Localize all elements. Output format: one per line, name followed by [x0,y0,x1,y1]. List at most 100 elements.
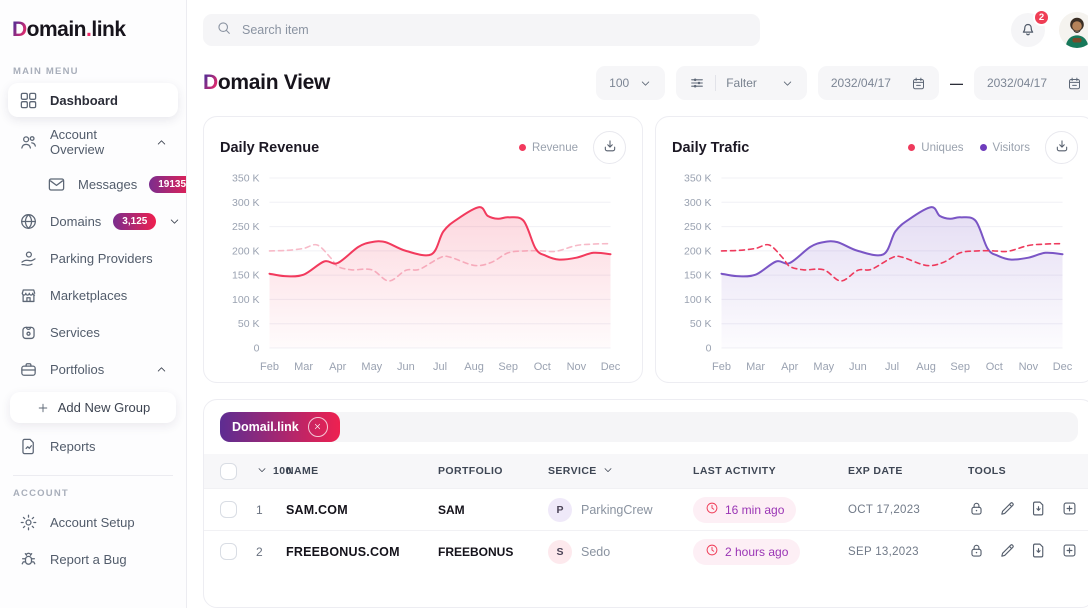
column-header-portfolio: PORTFOLIO [438,465,548,477]
select-all-checkbox[interactable] [220,462,237,480]
svg-text:150 K: 150 K [684,270,711,282]
bug-icon [18,549,38,569]
date-to-value: 2032/04/17 [986,76,1047,90]
tools-cell [968,500,1078,520]
chevron-down-icon [781,77,794,90]
chevron-down-icon [639,77,652,90]
chevron-down-icon [256,464,268,479]
svg-text:Oct: Oct [534,361,551,373]
lock-icon [968,500,985,520]
title-text: omain View [217,71,331,94]
svg-text:200 K: 200 K [684,245,711,257]
row-number: 1 [256,502,263,517]
pencil-button[interactable] [999,500,1016,520]
sidebar-item-messages[interactable]: Messages 19135 [36,167,186,201]
file-download-button[interactable] [1030,542,1047,562]
notifications-button[interactable]: 2 [1011,9,1050,47]
svg-text:200 K: 200 K [232,245,259,257]
lock-icon [968,542,985,562]
table-header: 100 NAME PORTFOLIO SERVICE LAST ACTIVITY EXP … [204,454,1088,488]
date-from-input[interactable]: 2032/04/17 [817,66,939,100]
sidebar-item-account-overview[interactable]: Account Overview [8,120,178,164]
chevron-up-icon [155,136,168,149]
column-label: LAST ACTIVITY [693,465,776,477]
search-box[interactable] [203,14,760,46]
daily-traffic-card: Daily Trafic Uniques Visitors 350 K 300 K 2… [655,116,1088,383]
portfolio-name: SAM [438,502,465,517]
table-row[interactable]: 1 SAM.COM SAM P ParkingCrew 16 min ago OCT 17,… [204,488,1088,530]
activity-badge: 16 min ago [693,496,797,523]
download-button[interactable] [593,131,626,164]
table-row[interactable]: 2 FREEBONUS.COM FREEBONUS S Sedo 2 hours ago S… [204,530,1088,572]
sidebar-item-label: Reports [50,438,96,454]
square-plus-button[interactable] [1061,500,1078,520]
date-to-input[interactable]: 2032/04/17 [973,66,1088,100]
sidebar-item-label: Report a Bug [50,551,127,567]
svg-text:300 K: 300 K [684,197,711,209]
svg-text:Dec: Dec [601,361,621,373]
sidebar-item-domains[interactable]: Domains 3,125 [8,204,179,238]
date-range-separator: — [949,75,963,91]
column-header-name: NAME [286,465,438,477]
legend-label: Uniques [921,141,964,154]
row-checkbox[interactable] [220,543,237,560]
service-cell: S Sedo [548,539,693,564]
page-size-select[interactable]: 100 [596,66,666,100]
svg-text:Nov: Nov [1019,361,1039,373]
page-header: Domain View 100 Falter 2032/04/17 — [203,66,1088,100]
sidebar-item-report-a-bug[interactable]: Report a Bug [8,542,178,576]
file-download-button[interactable] [1030,500,1047,520]
sidebar-item-account-setup[interactable]: Account Setup [8,505,178,539]
sidebar-divider [13,475,173,476]
sidebar-item-marketplaces[interactable]: Marketplaces [8,278,178,312]
sidebar-item-add-new-group[interactable]: Add New Group [10,392,176,423]
filter-label: Falter [726,76,757,90]
sidebar-item-portfolios[interactable]: Portfolios [8,352,178,386]
row-checkbox[interactable] [220,501,237,518]
square-plus-button[interactable] [1061,542,1078,562]
domain-name: FREEBONUS.COM [286,544,400,559]
lock-button[interactable] [968,500,985,520]
svg-text:Nov: Nov [567,361,587,373]
row-count-select[interactable]: 100 [256,464,291,479]
svg-text:Apr: Apr [781,361,798,373]
column-header-service[interactable]: SERVICE [548,464,693,479]
download-icon [602,138,618,157]
activity-text: 2 hours ago [725,544,789,559]
svg-text:Jul: Jul [433,361,447,373]
lock-button[interactable] [968,542,985,562]
page-size-value: 100 [609,76,630,90]
report-icon [18,436,38,456]
service-avatar: S [548,539,572,564]
search-input[interactable] [242,23,747,37]
chevron-down-icon [602,464,614,479]
sidebar-item-services[interactable]: Services [8,315,178,349]
download-icon [1054,138,1070,157]
sidebar-item-parking-providers[interactable]: Parking Providers [8,241,178,275]
globe-icon [18,211,38,231]
sidebar-item-label: Dashboard [50,92,118,108]
svg-text:Dec: Dec [1053,361,1073,373]
calendar-icon [911,76,926,91]
filter-select[interactable]: Falter [676,66,807,100]
download-button[interactable] [1045,131,1078,164]
sidebar-item-dashboard[interactable]: Dashboard [8,83,178,117]
notification-badge: 2 [1033,9,1050,26]
chart-header: Daily Revenue Revenue [220,131,626,164]
grid-icon [18,90,38,110]
file-download-icon [1030,542,1047,562]
search-icon [216,20,232,41]
sidebar-item-reports[interactable]: Reports [8,429,178,463]
svg-text:Apr: Apr [329,361,346,373]
column-label: TOOLS [968,465,1006,477]
date-from-value: 2032/04/17 [830,76,891,90]
pencil-button[interactable] [999,542,1016,562]
close-icon[interactable] [307,417,328,437]
legend-item: Revenue [518,142,578,154]
svg-text:Feb: Feb [260,361,279,373]
filter-chip[interactable]: Domail.link [220,412,340,442]
user-avatar[interactable] [1059,12,1088,48]
svg-text:150 K: 150 K [232,270,259,282]
